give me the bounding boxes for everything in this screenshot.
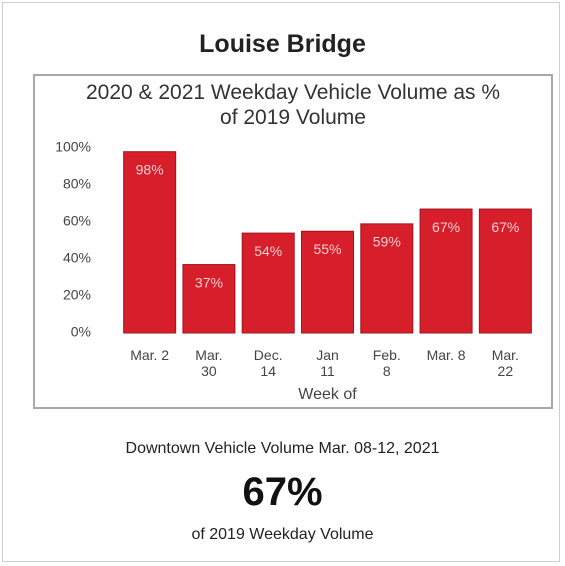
y-tick-label: 0% <box>71 324 91 340</box>
data-label: 98% <box>136 161 164 177</box>
bar <box>241 232 295 334</box>
page-title: Louise Bridge <box>199 30 366 58</box>
data-label: 37% <box>195 274 223 290</box>
data-label: 67% <box>432 219 460 235</box>
data-label: 55% <box>313 241 341 257</box>
bar <box>182 264 236 334</box>
x-tick-label: Mar. 22 <box>491 347 519 379</box>
y-tick-label: 20% <box>63 287 91 303</box>
x-tick-label: Mar. 8 <box>426 347 466 363</box>
bar <box>419 208 473 334</box>
y-tick-label: 60% <box>63 213 91 229</box>
summary-heading: Downtown Vehicle Volume Mar. 08-12, 2021 <box>125 440 440 457</box>
y-tick-label: 100% <box>55 139 91 155</box>
x-tick-label: Mar. 2 <box>130 347 170 363</box>
bar <box>360 223 414 334</box>
y-tick-label: 40% <box>63 250 91 266</box>
x-tick-label: Jan 11 <box>316 347 339 379</box>
x-axis-label: Week of <box>298 386 357 403</box>
data-label: 67% <box>491 219 519 235</box>
chart-frame <box>33 74 553 409</box>
summary-caption: of 2019 Weekday Volume <box>191 526 374 543</box>
bar <box>301 230 354 334</box>
x-tick-label: Dec. 14 <box>253 347 283 379</box>
y-tick-label: 80% <box>63 176 91 192</box>
x-tick-label: Feb. 8 <box>372 347 401 379</box>
data-label: 59% <box>373 234 401 250</box>
x-tick-label: Mar. 30 <box>195 347 223 379</box>
card <box>2 2 560 562</box>
bar <box>478 208 532 334</box>
summary-value: 67% <box>242 470 323 514</box>
bar <box>123 151 177 334</box>
chart-title: 2020 & 2021 Weekday Vehicle Volume as % … <box>85 81 501 129</box>
data-label: 54% <box>254 243 282 259</box>
